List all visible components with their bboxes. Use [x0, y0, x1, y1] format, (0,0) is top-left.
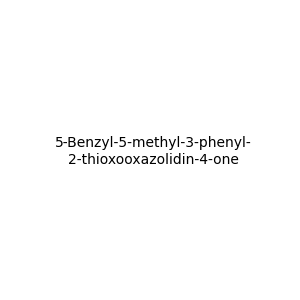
Text: 5-Benzyl-5-methyl-3-phenyl-
2-thioxooxazolidin-4-one: 5-Benzyl-5-methyl-3-phenyl- 2-thioxooxaz…: [56, 136, 252, 166]
